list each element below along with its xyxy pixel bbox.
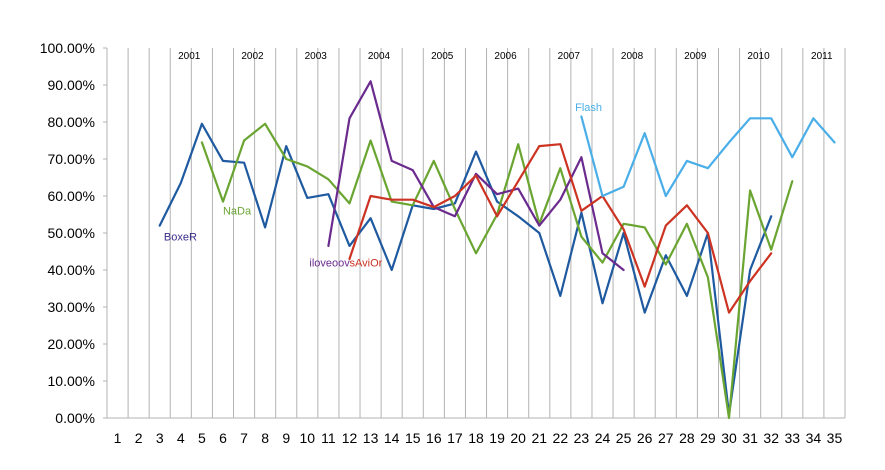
- y-tick-label: 80.00%: [48, 114, 95, 130]
- series-labels: BoxeR NaDa iloveoov sAviOr Flash: [164, 102, 602, 269]
- x-tick-label: 6: [219, 430, 227, 446]
- x-tick-label: 8: [261, 430, 269, 446]
- x-tick-label: 22: [553, 430, 569, 446]
- x-tick-label: 5: [198, 430, 206, 446]
- x-tick-label: 29: [700, 430, 716, 446]
- y-tick-label: 90.00%: [48, 77, 95, 93]
- y-tick-label: 0.00%: [55, 410, 95, 426]
- x-tick-label: 26: [637, 430, 653, 446]
- series-line-iloveoov: [327, 80, 625, 272]
- x-tick-label: 10: [300, 430, 316, 446]
- x-tick-label: 15: [405, 430, 421, 446]
- x-tick-label: 14: [384, 430, 400, 446]
- y-tick-label: 100.00%: [40, 40, 95, 56]
- x-tick-label: 17: [447, 430, 463, 446]
- y-tick-label: 70.00%: [48, 151, 95, 167]
- series-line-nada: [200, 122, 794, 420]
- x-tick-label: 16: [426, 430, 442, 446]
- year-label: 2008: [621, 51, 644, 62]
- y-tick-label: 30.00%: [48, 299, 95, 315]
- year-label: 2004: [368, 51, 391, 62]
- y-tick-label: 20.00%: [48, 336, 95, 352]
- series-line-boxer: [158, 122, 773, 416]
- x-tick-label: 1: [114, 430, 122, 446]
- x-tick-label: 32: [763, 430, 779, 446]
- x-tick-label: 25: [616, 430, 632, 446]
- year-label: 2007: [558, 51, 581, 62]
- y-tick-label: 40.00%: [48, 262, 95, 278]
- series-label-flash: Flash: [575, 102, 602, 114]
- y-tick-label: 50.00%: [48, 225, 95, 241]
- y-tick-label: 10.00%: [48, 373, 95, 389]
- series-label-iloveoov: iloveoov: [309, 257, 350, 269]
- x-tick-label: 35: [827, 430, 843, 446]
- series-lines: [158, 80, 836, 420]
- y-axis-ticks: 0.00% 10.00% 20.00% 30.00% 40.00% 50.00% 60.00…: [40, 40, 107, 426]
- x-tick-label: 12: [342, 430, 358, 446]
- x-tick-label: 20: [510, 430, 526, 446]
- x-tick-label: 19: [489, 430, 505, 446]
- year-label: 2006: [494, 51, 517, 62]
- x-tick-label: 3: [156, 430, 164, 446]
- x-tick-label: 33: [784, 430, 800, 446]
- year-label: 2001: [178, 51, 201, 62]
- year-label: 2002: [241, 51, 264, 62]
- x-tick-label: 28: [679, 430, 695, 446]
- x-tick-label: 4: [177, 430, 185, 446]
- x-tick-label: 31: [742, 430, 758, 446]
- series-label-savior: sAviOr: [349, 257, 382, 269]
- year-label: 2009: [684, 51, 707, 62]
- x-tick-label: 9: [282, 430, 290, 446]
- series-label-nada: NaDa: [223, 206, 252, 218]
- x-tick-label: 2: [135, 430, 143, 446]
- x-tick-label: 11: [321, 430, 336, 446]
- y-tick-label: 60.00%: [48, 188, 95, 204]
- x-tick-label: 7: [240, 430, 248, 446]
- year-label: 2011: [811, 51, 833, 62]
- series-line-flash: [580, 115, 836, 198]
- year-label: 2010: [747, 51, 770, 62]
- year-label: 2005: [431, 51, 454, 62]
- x-tick-label: 13: [363, 430, 379, 446]
- x-tick-label: 23: [574, 430, 590, 446]
- year-label: 2003: [305, 51, 328, 62]
- series-line-savior: [348, 143, 773, 314]
- x-tick-label: 27: [658, 430, 674, 446]
- x-tick-label: 34: [806, 430, 822, 446]
- x-tick-label: 18: [468, 430, 484, 446]
- x-tick-label: 24: [595, 430, 611, 446]
- year-labels: 2001 2002 2003 2004 2005 2006 2007 2008 2009 2010…: [178, 51, 833, 62]
- x-tick-label: 30: [721, 430, 737, 446]
- x-axis-ticks: 1 2 3 4 5 6 7 8 9 10 11 12 13 14 15 16 17 18 19 20 21 22 23 24 2…: [114, 430, 843, 446]
- x-tick-label: 21: [531, 430, 547, 446]
- series-label-boxer: BoxeR: [164, 231, 197, 243]
